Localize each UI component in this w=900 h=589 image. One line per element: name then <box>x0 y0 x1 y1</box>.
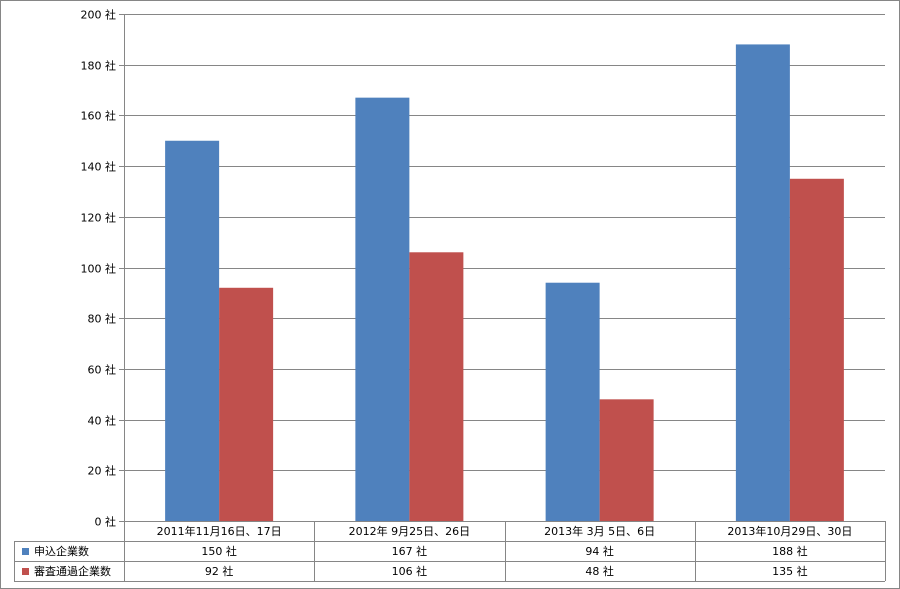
value-label: 167 社 <box>392 544 428 558</box>
bar-passed-2 <box>599 399 654 521</box>
y-tick-label: 40 社 <box>88 414 117 428</box>
y-tick-label: 200 社 <box>81 8 117 22</box>
y-tick-label: 60 社 <box>88 363 117 377</box>
y-tick-label: 80 社 <box>88 312 117 326</box>
series-name: 審査通過企業数 <box>34 564 111 578</box>
y-tick-label: 0 社 <box>95 515 117 529</box>
bar-passed-3 <box>789 178 844 521</box>
bar-applications-3 <box>735 44 790 522</box>
bar-applications-1 <box>355 97 410 521</box>
legend-key <box>22 548 29 555</box>
value-label: 94 社 <box>585 544 614 558</box>
value-label: 150 社 <box>201 544 237 558</box>
y-tick-label: 100 社 <box>81 262 117 276</box>
value-label: 92 社 <box>205 564 234 578</box>
bar-applications-2 <box>545 282 600 521</box>
axes: 0 社 20 社 40 社 60 社 80 社 100 社 120 社 140 社 160 社 1… <box>81 8 125 529</box>
bar-passed-0 <box>219 287 274 521</box>
y-tick-label: 20 社 <box>88 464 117 478</box>
value-label: 48 社 <box>585 564 614 578</box>
series-name: 申込企業数 <box>34 544 89 558</box>
value-label: 188 社 <box>772 544 808 558</box>
category-label: 2011年11月16日、17日 <box>157 524 282 538</box>
y-tick-label: 160 社 <box>81 109 117 123</box>
bar-passed-1 <box>409 252 464 522</box>
bar-applications-0 <box>165 140 220 521</box>
y-tick-label: 140 社 <box>81 160 117 174</box>
value-label: 135 社 <box>772 564 808 578</box>
category-label: 2013年 3月 5日、6日 <box>544 524 655 538</box>
value-label: 106 社 <box>392 564 428 578</box>
legend-key <box>22 568 29 575</box>
y-tick-label: 120 社 <box>81 211 117 225</box>
category-label: 2012年 9月25日、26日 <box>349 524 470 538</box>
category-label: 2013年10月29日、30日 <box>727 524 852 538</box>
y-tick-label: 180 社 <box>81 59 117 73</box>
data-table: 2011年11月16日、17日 2012年 9月25日、26日 2013年 3月 5… <box>14 521 886 582</box>
bars <box>165 44 844 522</box>
